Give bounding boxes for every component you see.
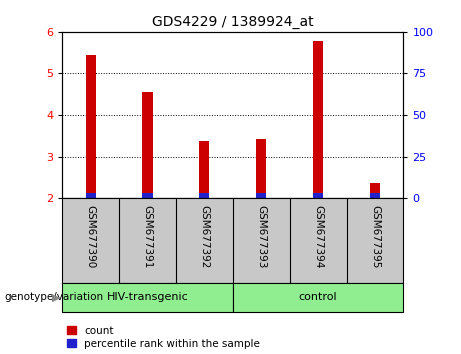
Legend: count, percentile rank within the sample: count, percentile rank within the sample [67, 326, 260, 349]
Text: GSM677393: GSM677393 [256, 205, 266, 268]
Text: ▶: ▶ [52, 292, 60, 302]
Text: GSM677391: GSM677391 [142, 205, 153, 268]
Bar [313, 193, 323, 198]
Bar [370, 193, 380, 198]
Text: GSM677392: GSM677392 [199, 205, 209, 268]
Bar [142, 193, 153, 198]
Bar [199, 193, 209, 198]
Text: GSM677394: GSM677394 [313, 205, 323, 268]
Text: HIV-transgenic: HIV-transgenic [106, 292, 189, 302]
Bar [142, 92, 153, 198]
Text: control: control [299, 292, 337, 302]
Bar [370, 183, 380, 198]
Text: genotype/variation: genotype/variation [5, 292, 104, 302]
Bar [86, 55, 96, 198]
Bar [256, 139, 266, 198]
Bar [199, 141, 209, 198]
Bar [256, 193, 266, 198]
Text: GSM677395: GSM677395 [370, 205, 380, 268]
FancyBboxPatch shape [233, 283, 403, 312]
Bar [86, 193, 96, 198]
FancyBboxPatch shape [62, 283, 233, 312]
Title: GDS4229 / 1389924_at: GDS4229 / 1389924_at [152, 16, 313, 29]
Text: GSM677390: GSM677390 [86, 205, 96, 268]
Bar [313, 41, 323, 198]
